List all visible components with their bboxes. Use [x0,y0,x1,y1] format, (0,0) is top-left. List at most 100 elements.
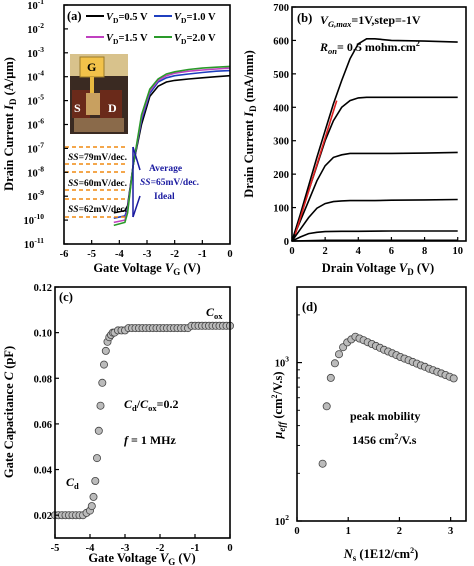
x-tick-label: -5 [87,249,96,260]
y-tick-label: 0 [284,237,289,248]
panel-a: (a) VD=0.5 V VD=1.0 V VD=1.5 V VD=2.0 V … [2,0,233,277]
output-curve-2 [291,151,458,242]
x-tick-label: -6 [60,249,69,260]
ideal-label: Ideal [154,192,175,202]
series-line-vd-3 [113,65,231,227]
panel-a-x-axis-label: Gate Voltage VG (V) [93,261,200,277]
panel-c-frame [54,286,231,539]
cox-label: Cox [206,305,223,321]
y-tick-label: 0.12 [34,283,52,294]
y-tick-label: 10-8 [27,164,44,179]
peak-mobility-value: 1456 cm2/V.s [352,432,417,447]
y-tick-label: 100 [273,204,289,215]
ss-annotation-62: SS=62mV/dec. [68,205,127,215]
y-tick-label: 10-4 [27,69,44,84]
y-tick-label: 600 [273,36,289,47]
x-tick-label: 8 [422,246,427,257]
inset-label-drain: D [108,101,117,115]
y-tick-label: 0.10 [34,329,52,340]
panel-b-x-axis-label: Drain Voltage VD (V) [322,261,434,277]
cv-data-point [98,378,107,387]
capacitance-ratio-label: Cd/Cox=0.2 [124,397,178,413]
panel-a-y-axis-label: Drain Current ID (A/μm) [2,57,18,191]
panel-a-y-ticks: 10-11 10-10 10-9 10-8 10-7 10-6 10-5 10-4 10-3 10… [24,0,68,251]
x-tick-label: -1 [191,543,200,554]
inset-label-gate: G [87,60,96,74]
panel-c-x-ticks: -5 -4 -3 -2 -1 0 [51,534,233,554]
panel-d-label: (d) [302,300,317,314]
cv-data-point [100,360,109,369]
x-tick-label: -3 [121,543,130,554]
panel-d: (d) peak mobility 1456 cm2/V.s 0 1 2 3 1021… [270,286,467,563]
mobility-data-point [449,374,458,383]
panel-d-y-ticks: 102 103 [275,314,302,528]
panel-b-y-axis-label: Drain Current ID (mA/mm) [242,50,258,198]
x-tick-label: 0 [294,526,299,537]
panel-b-plot-area [291,38,458,242]
panel-c-plot-area [51,321,234,520]
x-tick-label: -2 [170,249,179,260]
cv-data-point [101,346,110,355]
cv-data-point [94,426,103,435]
y-tick-label: 200 [273,170,289,181]
legend-label-vd20: VD=2.0 V [174,33,216,46]
x-tick-label: 10 [452,246,463,257]
panel-c-label: (c) [59,290,73,304]
panel-b-x-ticks: 0 2 4 6 8 10 [289,237,463,257]
panel-b-label: (b) [297,11,312,25]
frequency-label: f = 1 MHz [124,433,176,447]
panel-b-frame [291,6,467,242]
panel-d-frame [296,286,467,522]
x-tick-label: -2 [156,543,165,554]
panel-a-label: (a) [67,9,82,23]
panel-a-x-ticks: -6 -5 -4 -3 -2 -1 0 [60,240,233,260]
x-tick-label: 0 [289,246,294,257]
peak-mobility-label: peak mobility [350,409,420,423]
y-tick-label: 10-7 [27,140,44,155]
cv-data-point [93,454,102,463]
y-tick-label: 10-5 [27,93,44,108]
y-tick-label: 10-11 [24,236,44,251]
mobility-data-point [334,350,343,359]
cd-label: Cd [66,475,79,491]
panel-d-plot-area [318,332,458,468]
mobility-data-point [322,402,331,411]
legend-label-vd10: VD=1.0 V [174,12,216,25]
x-tick-label: -1 [198,249,207,260]
y-tick-label: 10-2 [27,21,44,36]
cv-data-point [96,401,105,410]
y-tick-label: 500 [273,70,289,81]
panel-d-y-axis-label: μeff (cm2/V.s) [270,371,287,439]
panel-b-y-ticks: 0 100 200 300 400 500 600 700 [273,3,296,248]
mobility-data-point [326,373,335,382]
cv-data-point [87,502,96,511]
panel-b-ron-annotation: Ron= 0.5 mohm.cm2 [319,39,420,56]
x-tick-label: 3 [448,526,453,537]
y-tick-label: 0.06 [34,420,52,431]
panel-b-gate-sweep-annotation: VG,max=1V,step=-1V [320,13,421,29]
panel-a-legend: VD=0.5 V VD=1.0 V VD=1.5 V VD=2.0 V [86,12,216,46]
ss-annotation-60: SS=60mV/dec. [68,179,127,189]
panel-c-y-ticks: 0.02 0.04 0.06 0.08 0.10 0.12 [34,283,59,522]
x-tick-label: 1 [346,526,351,537]
y-tick-label: 0.02 [34,511,52,522]
ss-annotation-79: SS=79mV/dec. [68,153,127,163]
device-inset-photo: G S D [70,54,128,134]
x-tick-label: 6 [389,246,394,257]
x-tick-label: 2 [323,246,328,257]
output-curve-1 [291,96,458,242]
y-tick-label: 0.04 [34,466,53,477]
y-tick-label: 10-9 [27,188,44,203]
average-ss-label: SS=65mV/dec. [140,178,199,188]
output-curve-4 [291,230,458,242]
y-tick-label: 700 [273,3,289,14]
output-curve-3 [291,198,458,242]
panel-b: (b) VG,max=1V,step=-1V Ron= 0.5 mohm.cm2… [242,3,467,277]
cv-data-point [91,476,100,485]
x-tick-label: 2 [397,526,402,537]
y-tick-label: 10-1 [27,0,44,12]
x-tick-label: 4 [356,246,362,257]
y-tick-label: 0.08 [34,374,52,385]
panel-a-plot-area [113,65,231,227]
inset-label-source: S [74,101,81,115]
